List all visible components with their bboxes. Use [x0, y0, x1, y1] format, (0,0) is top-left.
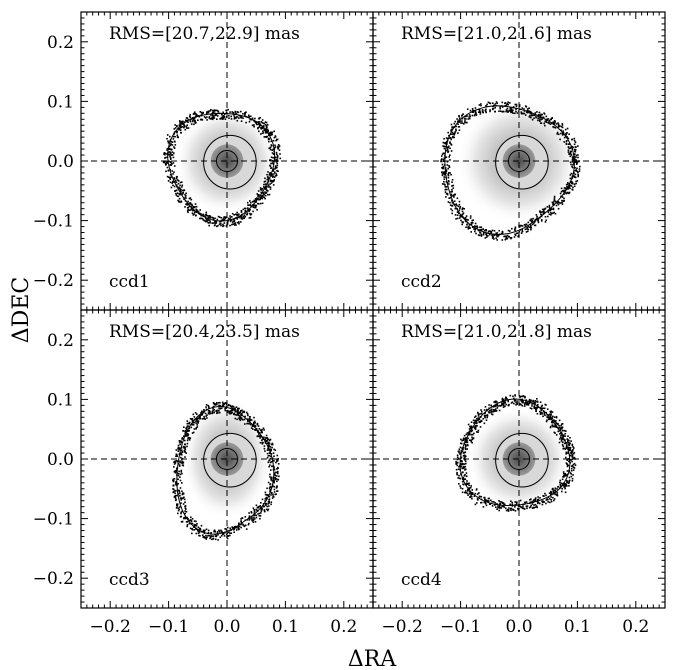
x-tick-label: 0.2	[622, 617, 649, 637]
y-tick-label: −0.2	[33, 271, 74, 291]
y-tick-label: 0.1	[47, 390, 74, 410]
outer-contour	[167, 112, 276, 222]
outer-contour	[176, 405, 275, 535]
rms-annotation: RMS=[20.4,23.5] mas	[109, 322, 300, 342]
outlier-points	[162, 108, 281, 228]
y-tick-label: −0.2	[33, 569, 74, 589]
x-tick-label: 0.0	[505, 617, 532, 637]
ccd-label: ccd1	[109, 272, 150, 292]
outer-contour	[444, 105, 576, 236]
x-tick-label: −0.1	[440, 617, 481, 637]
y-tick-label: 0.2	[47, 331, 74, 351]
y-tick-label: −0.1	[33, 510, 74, 530]
rms-annotation: RMS=[21.0,21.8] mas	[401, 322, 592, 342]
y-tick-label: −0.1	[33, 212, 74, 232]
x-tick-label: −0.2	[90, 617, 131, 637]
rms-annotation: RMS=[21.0,21.6] mas	[401, 24, 592, 44]
ccd-label: ccd3	[109, 570, 150, 590]
y-axis-label: ΔDEC	[9, 277, 34, 343]
x-axis-label: ΔRA	[348, 647, 397, 670]
y-tick-label: 0.1	[47, 92, 74, 112]
y-tick-label: 0.2	[47, 33, 74, 53]
rms-annotation: RMS=[20.7,22.9] mas	[109, 24, 300, 44]
x-tick-label: −0.1	[148, 617, 189, 637]
outer-contour	[459, 398, 571, 507]
axis-labels: ΔRA ΔDEC	[9, 277, 397, 670]
outlier-points	[172, 401, 280, 541]
y-tick-label: 0.0	[47, 450, 74, 470]
x-tick-label: −0.2	[382, 617, 423, 637]
ccd-label: ccd2	[401, 272, 442, 292]
x-tick-label: 0.1	[564, 617, 591, 637]
panel-ccd1: RMS=[20.7,22.9] mas ccd1 −0.2 −0.1 0.0 0.1 0.2	[33, 11, 374, 311]
panel-ccd4: RMS=[21.0,21.8] mas ccd4 −0.2 −0.1 0.0 0.1 0.2	[372, 309, 666, 637]
y-tick-label: 0.0	[47, 152, 74, 172]
x-tick-label: 0.0	[213, 617, 240, 637]
panel-ccd2: RMS=[21.0,21.6] mas ccd2	[372, 11, 666, 311]
panel-ccd3: RMS=[20.4,23.5] mas ccd3 −0.2 −0.1 0.0 0.1 0.2…	[33, 309, 374, 637]
x-tick-label: 0.1	[272, 617, 299, 637]
x-tick-label: 0.2	[330, 617, 357, 637]
ccd-label: ccd4	[401, 570, 442, 590]
axis-ticks	[373, 310, 665, 608]
panel-grid: RMS=[20.7,22.9] mas ccd1 −0.2 −0.1 0.0 0.1 0.2…	[33, 11, 666, 637]
